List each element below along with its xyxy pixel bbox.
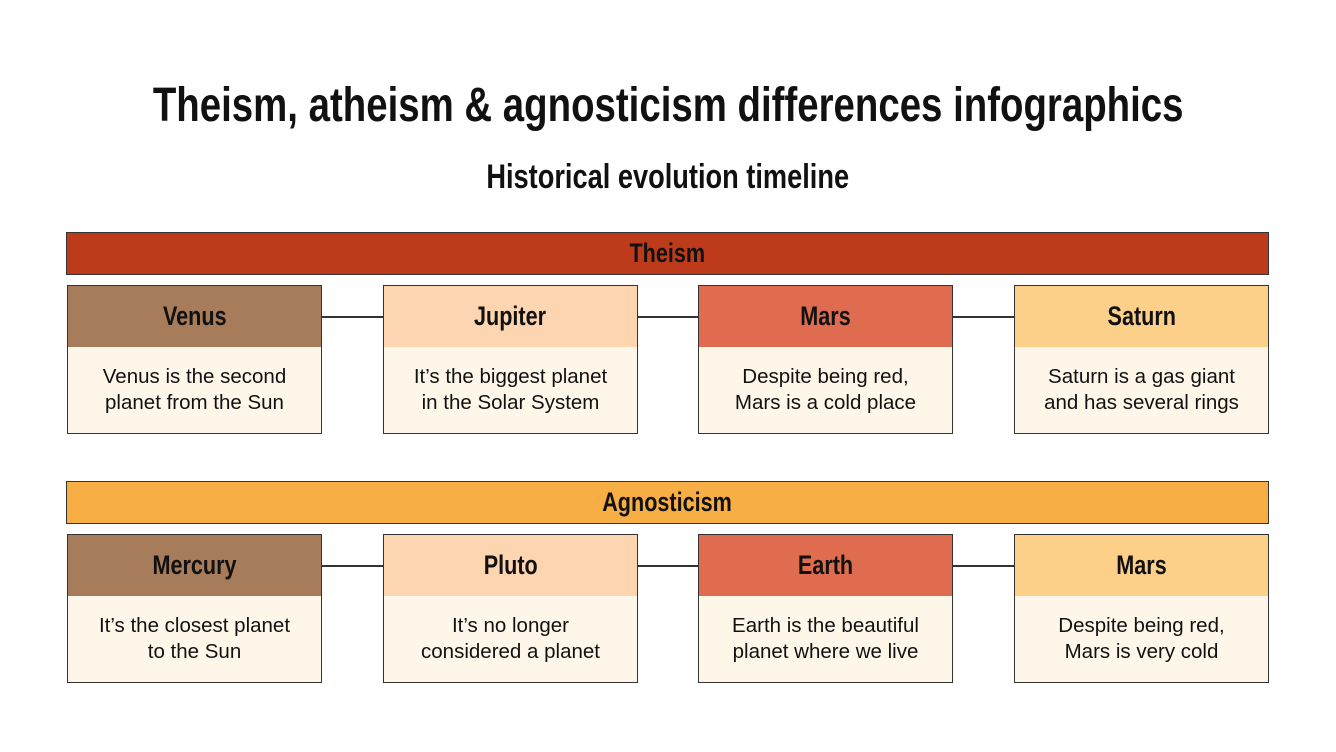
card-text-line: Mars is a cold place: [734, 391, 917, 414]
connector: [953, 565, 1014, 567]
section-label: Theism: [629, 238, 706, 268]
card-header: Earth: [698, 534, 953, 597]
card-body: It’s no longer considered a planet: [383, 596, 638, 683]
connector: [638, 316, 698, 318]
card-title: Jupiter: [474, 301, 547, 331]
title-box: Theism, atheism & agnosticism difference…: [0, 78, 1336, 133]
card-text-line: Saturn is a gas giant: [1048, 365, 1235, 388]
section-bar: Theism: [66, 232, 1269, 275]
card-title: Saturn: [1107, 301, 1176, 331]
subtitle-box: Historical evolution timeline: [0, 158, 1336, 197]
card-title: Mars: [1116, 550, 1167, 580]
subtitle: Historical evolution timeline: [486, 158, 850, 196]
card-title: Mars: [800, 301, 851, 331]
card-title: Earth: [797, 550, 854, 580]
card-header: Mercury: [67, 534, 322, 597]
card-text-line: to the Sun: [147, 640, 242, 663]
section-bar: Agnosticism: [66, 481, 1269, 524]
card-body: Despite being red, Mars is very cold: [1014, 596, 1269, 683]
card-text-line: planet where we live: [732, 640, 919, 663]
card-text-line: Despite being red,: [742, 365, 909, 388]
card-body: It’s the biggest planet in the Solar Syst…: [383, 347, 638, 434]
card-text-line: Despite being red,: [1058, 614, 1225, 637]
card-text-line: planet from the Sun: [105, 391, 284, 414]
connector: [953, 316, 1014, 318]
connector: [638, 565, 698, 567]
card-body: It’s the closest planet to the Sun: [67, 596, 322, 683]
section-label: Agnosticism: [602, 487, 733, 517]
card-text-line: in the Solar System: [421, 391, 600, 414]
card-text-line: considered a planet: [421, 640, 600, 663]
card-title: Mercury: [152, 550, 237, 580]
card-text-line: Earth is the beautiful: [732, 614, 919, 637]
card-header: Mars: [1014, 534, 1269, 597]
card-text-line: Venus is the second: [102, 365, 287, 388]
card-header: Mars: [698, 285, 953, 348]
card-text-line: It’s no longer: [451, 614, 569, 637]
card-body: Despite being red, Mars is a cold place: [698, 347, 953, 434]
title: Theism, atheism & agnosticism difference…: [152, 79, 1184, 132]
connector: [322, 316, 383, 318]
card-header: Pluto: [383, 534, 638, 597]
card-text-line: Mars is very cold: [1064, 640, 1219, 663]
card-title: Venus: [162, 301, 227, 331]
connector: [322, 565, 383, 567]
card-header: Jupiter: [383, 285, 638, 348]
card-text-line: It’s the biggest planet: [413, 365, 608, 388]
card-title: Pluto: [483, 550, 538, 580]
card-body: Earth is the beautiful planet where we li…: [698, 596, 953, 683]
card-header: Venus: [67, 285, 322, 348]
card-body: Venus is the second planet from the Sun: [67, 347, 322, 434]
card-header: Saturn: [1014, 285, 1269, 348]
card-body: Saturn is a gas giant and has several rin…: [1014, 347, 1269, 434]
card-text-line: It’s the closest planet: [98, 614, 291, 637]
card-text-line: and has several rings: [1044, 391, 1239, 414]
